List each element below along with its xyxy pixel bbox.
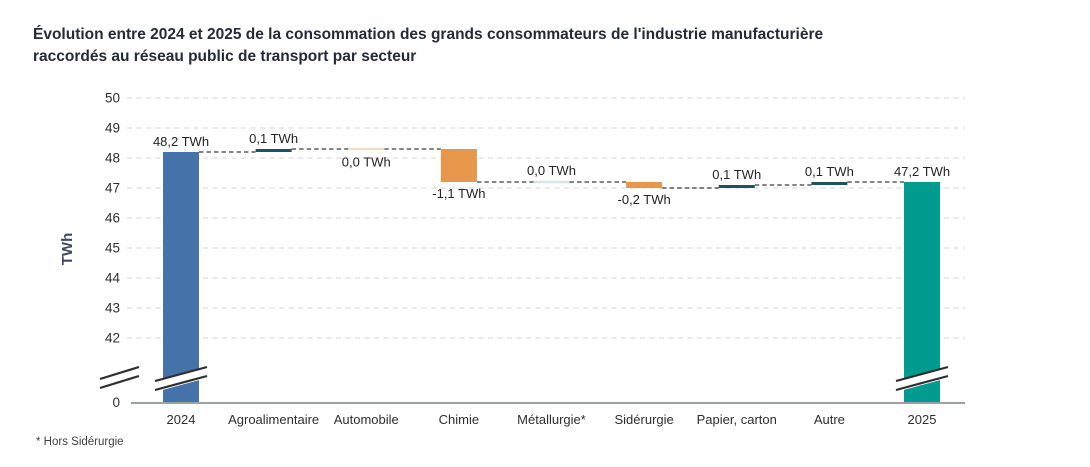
y-tick-label: 44: [105, 271, 121, 286]
bar-2025: [904, 182, 940, 403]
axis-break-mark: [154, 374, 208, 392]
y-tick-label-zero: 0: [112, 395, 120, 410]
x-axis-label-metallurgie: Métallurgie*: [517, 412, 586, 427]
y-axis-break-mark: [99, 365, 140, 381]
value-label-automobile: 0,0 TWh: [342, 154, 391, 169]
value-label-chimie: -1,1 TWh: [432, 186, 485, 201]
x-axis-label-papier-carton: Papier, carton: [697, 412, 777, 427]
y-tick-label: 47: [105, 181, 120, 196]
x-axis-label-2025: 2025: [908, 412, 937, 427]
value-label-metallurgie: 0,0 TWh: [527, 163, 576, 178]
bar-metallurgie: [533, 180, 570, 184]
y-tick-label: 43: [105, 301, 120, 316]
x-axis-label-2024: 2024: [167, 412, 196, 427]
bar-autre: [811, 182, 848, 185]
value-label-autre: 0,1 TWh: [805, 164, 854, 179]
chart-title: Évolution entre 2024 et 2025 de la conso…: [33, 24, 933, 67]
chart-title-line2: raccordés au réseau public de transport …: [33, 47, 417, 65]
y-tick-label: 48: [105, 151, 120, 166]
chart-footnote: * Hors Sidérurgie: [36, 436, 124, 448]
value-label-siderurgie: -0,2 TWh: [618, 192, 671, 207]
value-label-2024: 48,2 TWh: [153, 134, 209, 149]
chart-title-line1: Évolution entre 2024 et 2025 de la conso…: [33, 26, 824, 43]
value-label-2025: 47,2 TWh: [894, 164, 950, 179]
bar-2024: [163, 152, 199, 403]
x-axis-label-chimie: Chimie: [439, 412, 479, 427]
y-tick-label: 45: [105, 241, 120, 256]
y-tick-label: 50: [105, 91, 120, 106]
x-axis-label-siderurgie: Sidérurgie: [614, 412, 673, 427]
y-axis-break-mark: [99, 374, 140, 390]
y-tick-label: 46: [105, 211, 120, 226]
axis-break-mark: [154, 365, 208, 383]
bar-automobile: [348, 147, 385, 151]
axis-break-mark: [895, 365, 949, 383]
bar-agroalimentaire: [255, 149, 292, 152]
x-axis-label-automobile: Automobile: [334, 412, 399, 427]
bar-chimie: [440, 149, 477, 182]
x-axis-label-autre: Autre: [814, 412, 845, 427]
y-axis-title: TWh: [59, 233, 76, 265]
value-label-agroalimentaire: 0,1 TWh: [249, 131, 298, 146]
axis-break-mark: [895, 374, 949, 392]
y-tick-label: 42: [105, 331, 120, 346]
y-tick-label: 49: [105, 121, 120, 136]
x-axis-label-agroalimentaire: Agroalimentaire: [228, 412, 319, 427]
value-label-papier-carton: 0,1 TWh: [712, 167, 761, 182]
bar-papier-carton: [718, 185, 755, 188]
bar-siderurgie: [626, 182, 663, 188]
